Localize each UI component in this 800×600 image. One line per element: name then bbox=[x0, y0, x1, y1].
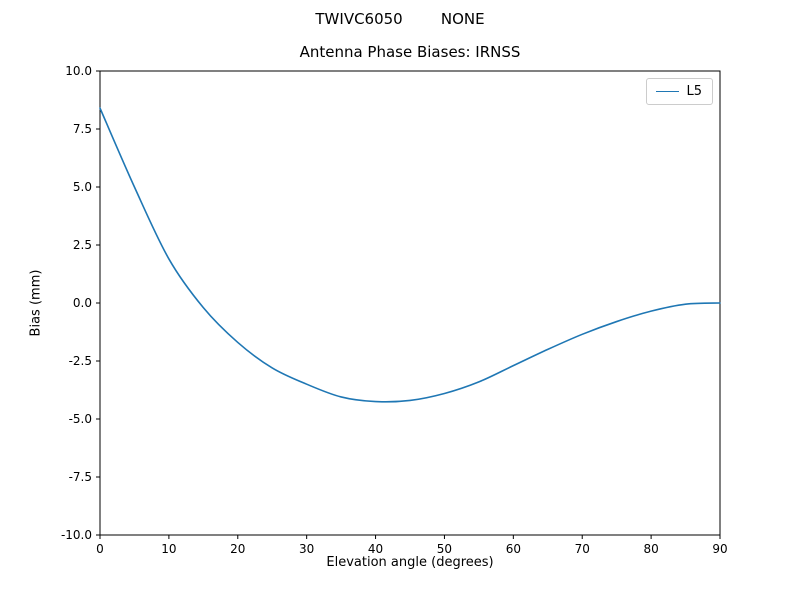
legend-label: L5 bbox=[686, 84, 702, 99]
y-tick-label: -5.0 bbox=[69, 412, 92, 426]
x-tick-label: 60 bbox=[506, 542, 521, 556]
x-tick-label: 70 bbox=[575, 542, 590, 556]
chart-title: Antenna Phase Biases: IRNSS bbox=[299, 43, 521, 61]
y-tick-label: 10.0 bbox=[65, 64, 92, 78]
figure-suptitle: TWIVC6050 NONE bbox=[315, 10, 485, 28]
legend: L5 bbox=[646, 78, 713, 105]
x-tick-label: 90 bbox=[712, 542, 727, 556]
y-tick-label: 7.5 bbox=[73, 122, 92, 136]
x-axis-label: Elevation angle (degrees) bbox=[326, 555, 494, 570]
x-tick-label: 20 bbox=[230, 542, 245, 556]
x-tick-label: 0 bbox=[96, 542, 104, 556]
legend-line-sample-icon bbox=[656, 91, 680, 92]
y-axis-label: Bias (mm) bbox=[28, 269, 44, 337]
x-tick-label: 30 bbox=[299, 542, 314, 556]
y-tick-label: 0.0 bbox=[73, 296, 92, 310]
y-tick-label: -10.0 bbox=[61, 528, 92, 542]
y-tick-label: 2.5 bbox=[73, 238, 92, 252]
x-tick-label: 10 bbox=[161, 542, 176, 556]
x-tick-label: 40 bbox=[368, 542, 383, 556]
y-tick-label: -7.5 bbox=[69, 470, 92, 484]
x-tick-label: 80 bbox=[643, 542, 658, 556]
x-tick-label: 50 bbox=[437, 542, 452, 556]
y-tick-label: 5.0 bbox=[73, 180, 92, 194]
series-line-L5 bbox=[99, 107, 721, 403]
y-tick-label: -2.5 bbox=[69, 354, 92, 368]
